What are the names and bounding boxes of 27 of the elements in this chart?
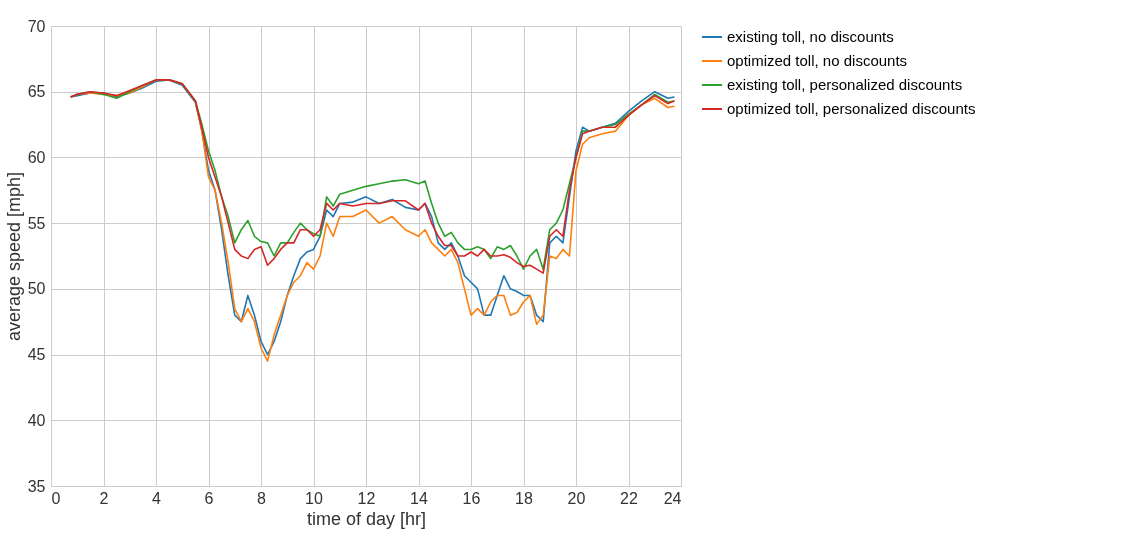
y-axis-title: average speed [mph]: [3, 171, 24, 342]
x-axis-title: time of day [hr]: [306, 508, 427, 529]
x-tick-label: 4: [152, 489, 162, 507]
y-tick-label: 40: [27, 411, 46, 429]
x-tick-label: 6: [204, 489, 214, 507]
y-tick-label: 70: [27, 17, 46, 35]
x-tick-label: 22: [620, 489, 638, 507]
legend-label: optimized toll, personalized discounts: [727, 100, 976, 117]
y-tick-label: 50: [27, 280, 46, 298]
y-tick-label: 45: [27, 346, 46, 364]
y-tick-label: 55: [27, 214, 46, 232]
x-tick-label: 12: [357, 489, 376, 507]
legend-label: existing toll, personalized discounts: [727, 76, 963, 93]
x-tick-label: 24: [663, 489, 682, 507]
x-tick-label: 14: [410, 489, 428, 507]
y-tick-label: 35: [27, 477, 46, 495]
x-tick-label: 20: [567, 489, 586, 507]
x-tick-label: 8: [257, 489, 267, 507]
legend-label: optimized toll, no discounts: [727, 52, 908, 69]
y-tick-label: 60: [27, 148, 46, 166]
x-tick-label: 2: [99, 489, 109, 507]
legend-label: existing toll, no discounts: [727, 28, 894, 45]
x-tick-label: 16: [462, 489, 481, 507]
x-tick-label: 18: [515, 489, 533, 507]
y-tick-label: 65: [27, 83, 46, 101]
x-tick-label: 0: [51, 489, 61, 507]
x-tick-label: 10: [305, 489, 323, 507]
